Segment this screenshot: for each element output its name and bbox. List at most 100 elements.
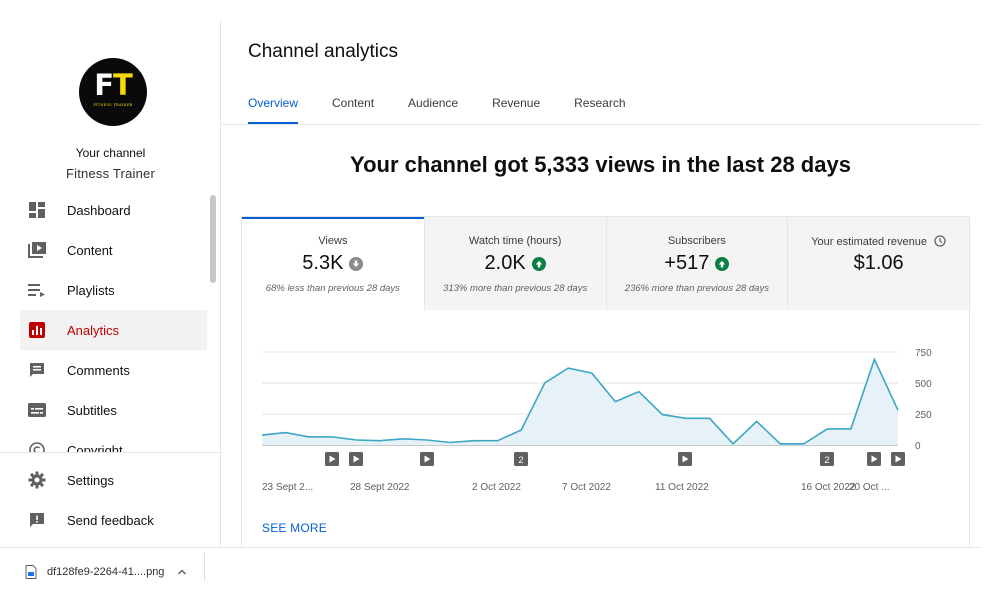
sidebar-item-label: Subtitles bbox=[67, 402, 117, 418]
sidebar-divider bbox=[0, 452, 221, 453]
metric-tabs: Views 5.3K 68% less than previous 28 day… bbox=[242, 217, 969, 310]
analytics-icon bbox=[28, 321, 46, 339]
sidebar-item-label: Dashboard bbox=[67, 202, 131, 218]
x-tick-label: 28 Sept 2022 bbox=[350, 482, 410, 493]
page-title: Channel analytics bbox=[248, 41, 398, 62]
sidebar-item-comments[interactable]: Comments bbox=[20, 350, 207, 390]
play-icon bbox=[353, 455, 360, 463]
arrow-down-icon bbox=[349, 256, 364, 271]
analytics-card: Views 5.3K 68% less than previous 28 day… bbox=[241, 216, 970, 547]
metric-comparison: 236% more than previous 28 days bbox=[624, 283, 769, 294]
x-tick-label: 11 Oct 2022 bbox=[655, 482, 709, 493]
sidebar-item-playlists[interactable]: Playlists bbox=[20, 270, 207, 310]
metric-label: Your estimated revenue bbox=[811, 236, 927, 248]
x-tick-label: 23 Sept 2... bbox=[262, 482, 313, 493]
sidebar-item-content[interactable]: Content bbox=[20, 230, 207, 270]
x-tick-label: 2 Oct 2022 bbox=[472, 482, 521, 493]
playlists-icon bbox=[28, 281, 46, 299]
sidebar-item-label: Comments bbox=[67, 362, 130, 378]
sidebar: FT FITNESS TRAINER Your channel Fitness … bbox=[0, 20, 221, 547]
views-area bbox=[262, 359, 898, 445]
see-more-link[interactable]: SEE MORE bbox=[262, 521, 327, 535]
tab-research[interactable]: Research bbox=[574, 96, 626, 110]
metric-value-row: 5.3K bbox=[242, 252, 424, 275]
metric-watch-time[interactable]: Watch time (hours) 2.0K 313% more than p… bbox=[423, 217, 606, 310]
sidebar-item-label: Send feedback bbox=[67, 512, 154, 528]
download-item[interactable]: df128fe9-2264-41....png bbox=[20, 557, 204, 587]
metric-label: Views bbox=[318, 235, 348, 247]
x-tick-label: 16 Oct 2022 bbox=[801, 482, 856, 493]
y-tick-label: 750 bbox=[915, 348, 932, 359]
metric-value-row: 2.0K bbox=[425, 252, 606, 275]
views-line bbox=[261, 357, 899, 445]
y-tick-label: 0 bbox=[915, 441, 921, 452]
metric-value: 5.3K bbox=[302, 252, 344, 274]
sidebar-item-label: Settings bbox=[67, 472, 114, 488]
sidebar-item-dashboard[interactable]: Dashboard bbox=[20, 190, 207, 230]
download-separator bbox=[204, 553, 205, 581]
sidebar-item-label: Copyright bbox=[67, 442, 123, 453]
comments-icon bbox=[28, 361, 46, 379]
tab-overview[interactable]: Overview bbox=[248, 96, 299, 124]
sidebar-item-label: Content bbox=[67, 242, 113, 258]
tab-content[interactable]: Content bbox=[332, 96, 375, 110]
sidebar-item-subtitles[interactable]: Subtitles bbox=[20, 390, 207, 430]
metric-value-row: $1.06 bbox=[788, 252, 969, 275]
metric-value-row: +517 bbox=[607, 252, 788, 275]
tab-audience[interactable]: Audience bbox=[408, 96, 459, 110]
sidebar-scrollbar[interactable] bbox=[210, 195, 216, 283]
dashboard-icon bbox=[28, 201, 46, 219]
avatar-initials: FT bbox=[94, 68, 133, 102]
chevron-up-icon[interactable] bbox=[177, 567, 187, 577]
sidebar-item-analytics[interactable]: Analytics bbox=[20, 310, 207, 350]
video-count-marker bbox=[820, 452, 834, 466]
views-chart: 750 500 250 0 2 2 23 Sept 2... 28 Sept 2022 2 Oc… bbox=[261, 348, 932, 493]
x-tick-label: 20 Oct ... bbox=[849, 482, 890, 493]
views-headline: Your channel got 5,333 views in the last… bbox=[350, 152, 851, 177]
main-content: Channel analytics Overview Content Audie… bbox=[221, 20, 980, 547]
download-bar-divider bbox=[0, 547, 980, 548]
file-icon bbox=[25, 565, 37, 579]
video-count-marker bbox=[514, 452, 528, 466]
content-icon bbox=[28, 241, 46, 259]
play-icon bbox=[871, 455, 878, 463]
sidebar-item-label: Analytics bbox=[67, 322, 120, 338]
metric-views[interactable]: Views 5.3K 68% less than previous 28 day… bbox=[242, 217, 424, 310]
metric-comparison: 68% less than previous 28 days bbox=[265, 283, 400, 294]
metric-value: +517 bbox=[664, 252, 710, 274]
your-channel-label: Your channel bbox=[75, 146, 146, 160]
tab-bar: Overview Content Audience Revenue Resear… bbox=[248, 96, 660, 124]
sidebar-item-send-feedback[interactable]: Send feedback bbox=[20, 500, 207, 540]
sidebar-item-copyright[interactable]: Copyright bbox=[20, 430, 207, 452]
metric-revenue[interactable]: Your estimated revenue $1.06 bbox=[787, 217, 969, 310]
sidebar-item-settings[interactable]: Settings bbox=[20, 460, 207, 500]
avatar-subtitle: FITNESS TRAINER bbox=[93, 103, 133, 107]
metric-subscribers[interactable]: Subscribers +517 236% more than previous… bbox=[605, 217, 788, 310]
metric-label: Watch time (hours) bbox=[468, 235, 562, 247]
marker-count: 2 bbox=[824, 455, 829, 466]
metric-comparison: 313% more than previous 28 days bbox=[443, 283, 588, 294]
copyright-icon bbox=[28, 441, 46, 452]
channel-name[interactable]: Fitness Trainer bbox=[66, 166, 155, 181]
play-icon bbox=[682, 455, 689, 463]
download-filename: df128fe9-2264-41....png bbox=[47, 566, 165, 578]
gear-icon bbox=[28, 471, 46, 489]
sidebar-item-label: Playlists bbox=[67, 282, 115, 298]
arrow-up-icon bbox=[531, 256, 546, 271]
arrow-up-icon bbox=[715, 256, 730, 271]
play-icon bbox=[895, 455, 902, 463]
y-tick-label: 500 bbox=[915, 379, 932, 390]
x-tick-label: 7 Oct 2022 bbox=[562, 482, 611, 493]
channel-avatar[interactable]: FT FITNESS TRAINER bbox=[79, 58, 147, 126]
sidebar-nav: Dashboard Content Playlists Analytics bbox=[0, 190, 221, 452]
feedback-icon bbox=[28, 511, 46, 529]
play-icon bbox=[329, 455, 336, 463]
metric-label-row: Your estimated revenue bbox=[788, 235, 969, 248]
metric-value: $1.06 bbox=[853, 252, 904, 274]
play-icon bbox=[424, 455, 431, 463]
clock-icon bbox=[934, 235, 946, 247]
subtitles-icon bbox=[28, 401, 46, 419]
marker-count: 2 bbox=[518, 455, 523, 466]
tab-revenue[interactable]: Revenue bbox=[492, 96, 541, 110]
